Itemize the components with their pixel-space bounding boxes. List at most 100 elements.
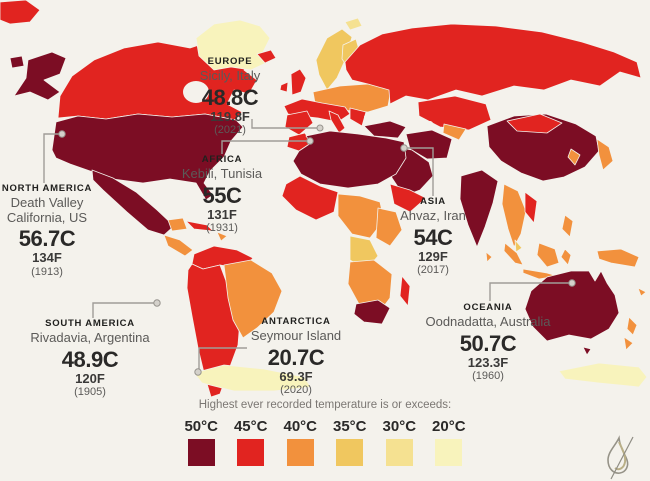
connector-antarctica: [198, 347, 247, 370]
record-year: (1931): [206, 222, 238, 235]
callout-africa: AFRICA Kebili, Tunisia 55C 131F (1931): [152, 155, 292, 235]
region-west-africa: [281, 175, 339, 221]
legend-item-35c: 35°C: [333, 418, 367, 466]
marker-death-valley: [58, 130, 66, 138]
region-svalbard: [344, 17, 363, 31]
record-temp-f: 134F: [32, 250, 62, 266]
continent-name: SOUTH AMERICA: [45, 318, 135, 329]
record-temp-f: 131F: [207, 206, 237, 222]
continent-name: EUROPE: [207, 56, 253, 67]
region-new-caledonia: [637, 287, 647, 297]
record-temp-f: 120F: [75, 370, 105, 386]
callout-oceania: OCEANIA Oodnadatta, Australia 50.7C 123.…: [408, 303, 568, 383]
hudson-bay: [183, 81, 209, 103]
record-temp-f: 123.3F: [467, 354, 509, 370]
region-philippines: [561, 214, 574, 238]
legend-swatch-40c: [286, 439, 314, 466]
region-alaska-island: [9, 55, 25, 69]
region-mongolia: [506, 113, 563, 134]
marker-rivadavia: [153, 299, 161, 307]
region-kazakhstan: [417, 95, 492, 131]
callout-south-america: SOUTH AMERICA Rivadavia, Argentina 48.9C…: [10, 319, 170, 399]
region-borneo: [536, 242, 560, 268]
record-temp-c: 50.7C: [459, 330, 517, 356]
connector-north-america: [43, 133, 62, 183]
region-antarctica-east: [558, 362, 648, 388]
legend: Highest ever recorded temperature is or …: [0, 399, 650, 466]
region-sahara: [292, 130, 407, 189]
record-temp-f: 69.3F: [279, 368, 313, 384]
record-temp-c: 20.7C: [267, 344, 325, 370]
region-sumatra: [503, 242, 524, 266]
region-south-america-west-south: [186, 263, 241, 398]
region-ireland: [279, 81, 289, 93]
region-new-zealand-north: [626, 316, 638, 336]
region-new-zealand-south: [623, 336, 634, 351]
continent-name: OCEANIA: [463, 302, 513, 313]
record-temp-f: 129F: [418, 248, 448, 264]
marker-ahvaz: [400, 144, 408, 152]
record-temp-c: 55C: [202, 182, 242, 208]
record-temp-c: 48.8C: [201, 84, 259, 110]
record-year: (2020): [280, 384, 312, 397]
record-location: Sicily, Italy: [199, 67, 261, 83]
world-map: [0, 0, 648, 398]
record-year: (1913): [31, 265, 63, 278]
region-central-america: [163, 234, 194, 257]
legend-item-20c: 20°C: [432, 418, 466, 466]
continent-name: NORTH AMERICA: [1, 183, 93, 194]
callout-asia: ASIA Ahvaz, Iran 54C 129F (2017): [363, 197, 503, 277]
black-sea: [364, 112, 388, 122]
marker-kebili: [306, 137, 314, 145]
record-temp-c: 54C: [413, 224, 453, 250]
legend-title: Highest ever recorded temperature is or …: [198, 399, 452, 411]
region-antarctica-west: [193, 364, 312, 392]
record-year: (2017): [417, 264, 449, 277]
region-east-africa: [375, 207, 403, 247]
record-year: (1905): [74, 386, 106, 399]
callout-north-america: NORTH AMERICA Death Valley California, U…: [0, 184, 117, 278]
legend-swatch-30c: [385, 439, 413, 466]
region-ne-russia-wrap: [0, 0, 41, 25]
region-new-guinea: [596, 248, 640, 268]
legend-item-50c: 50°C: [184, 418, 218, 466]
marker-oodnadatta: [568, 279, 576, 287]
legend-item-45c: 45°C: [234, 418, 267, 466]
region-italy: [328, 110, 346, 134]
region-turkey: [363, 120, 407, 139]
connector-south-america: [92, 302, 155, 318]
continent-name: ANTARCTICA: [261, 316, 331, 327]
record-temp-f: 119.8F: [210, 108, 250, 124]
record-location: Kebili, Tunisia: [181, 165, 263, 181]
connector-europe: [251, 119, 318, 129]
region-south-africa: [353, 299, 391, 325]
connector-asia: [406, 147, 434, 196]
record-year: (1960): [472, 370, 504, 383]
region-india: [459, 169, 499, 248]
region-iran: [405, 129, 453, 160]
region-cuba: [185, 220, 214, 232]
record-location: Ahvaz, Iran: [400, 207, 466, 223]
region-china: [486, 113, 600, 182]
legend-item-40c: 40°C: [283, 418, 317, 466]
region-balkans: [349, 107, 367, 127]
marker-sicily: [316, 124, 324, 132]
region-sri-lanka: [485, 251, 493, 263]
legend-swatch-35c: [336, 439, 364, 466]
callout-antarctica: ANTARCTICA Seymour Island 20.7C 69.3F (2…: [216, 317, 376, 397]
connector-oceania: [489, 282, 570, 301]
callout-europe: EUROPE Sicily, Italy 48.8C 119.8F (2021): [160, 57, 300, 137]
record-location: Seymour Island: [250, 327, 342, 343]
region-iberia: [284, 110, 314, 136]
region-yucatan: [167, 217, 188, 232]
region-korea: [567, 148, 581, 166]
region-central-asia: [442, 123, 467, 141]
region-australia: [524, 270, 620, 342]
region-horn-of-africa: [389, 183, 427, 213]
record-location: Rivadavia, Argentina: [30, 329, 150, 345]
record-temp-c: 56.7C: [18, 226, 76, 252]
legend-swatch-50c: [187, 439, 215, 466]
legend-row: 50°C 45°C 40°C 35°C 30°C 20°C: [0, 418, 650, 466]
region-sulawesi: [560, 248, 572, 266]
marker-seymour-island: [194, 368, 202, 376]
